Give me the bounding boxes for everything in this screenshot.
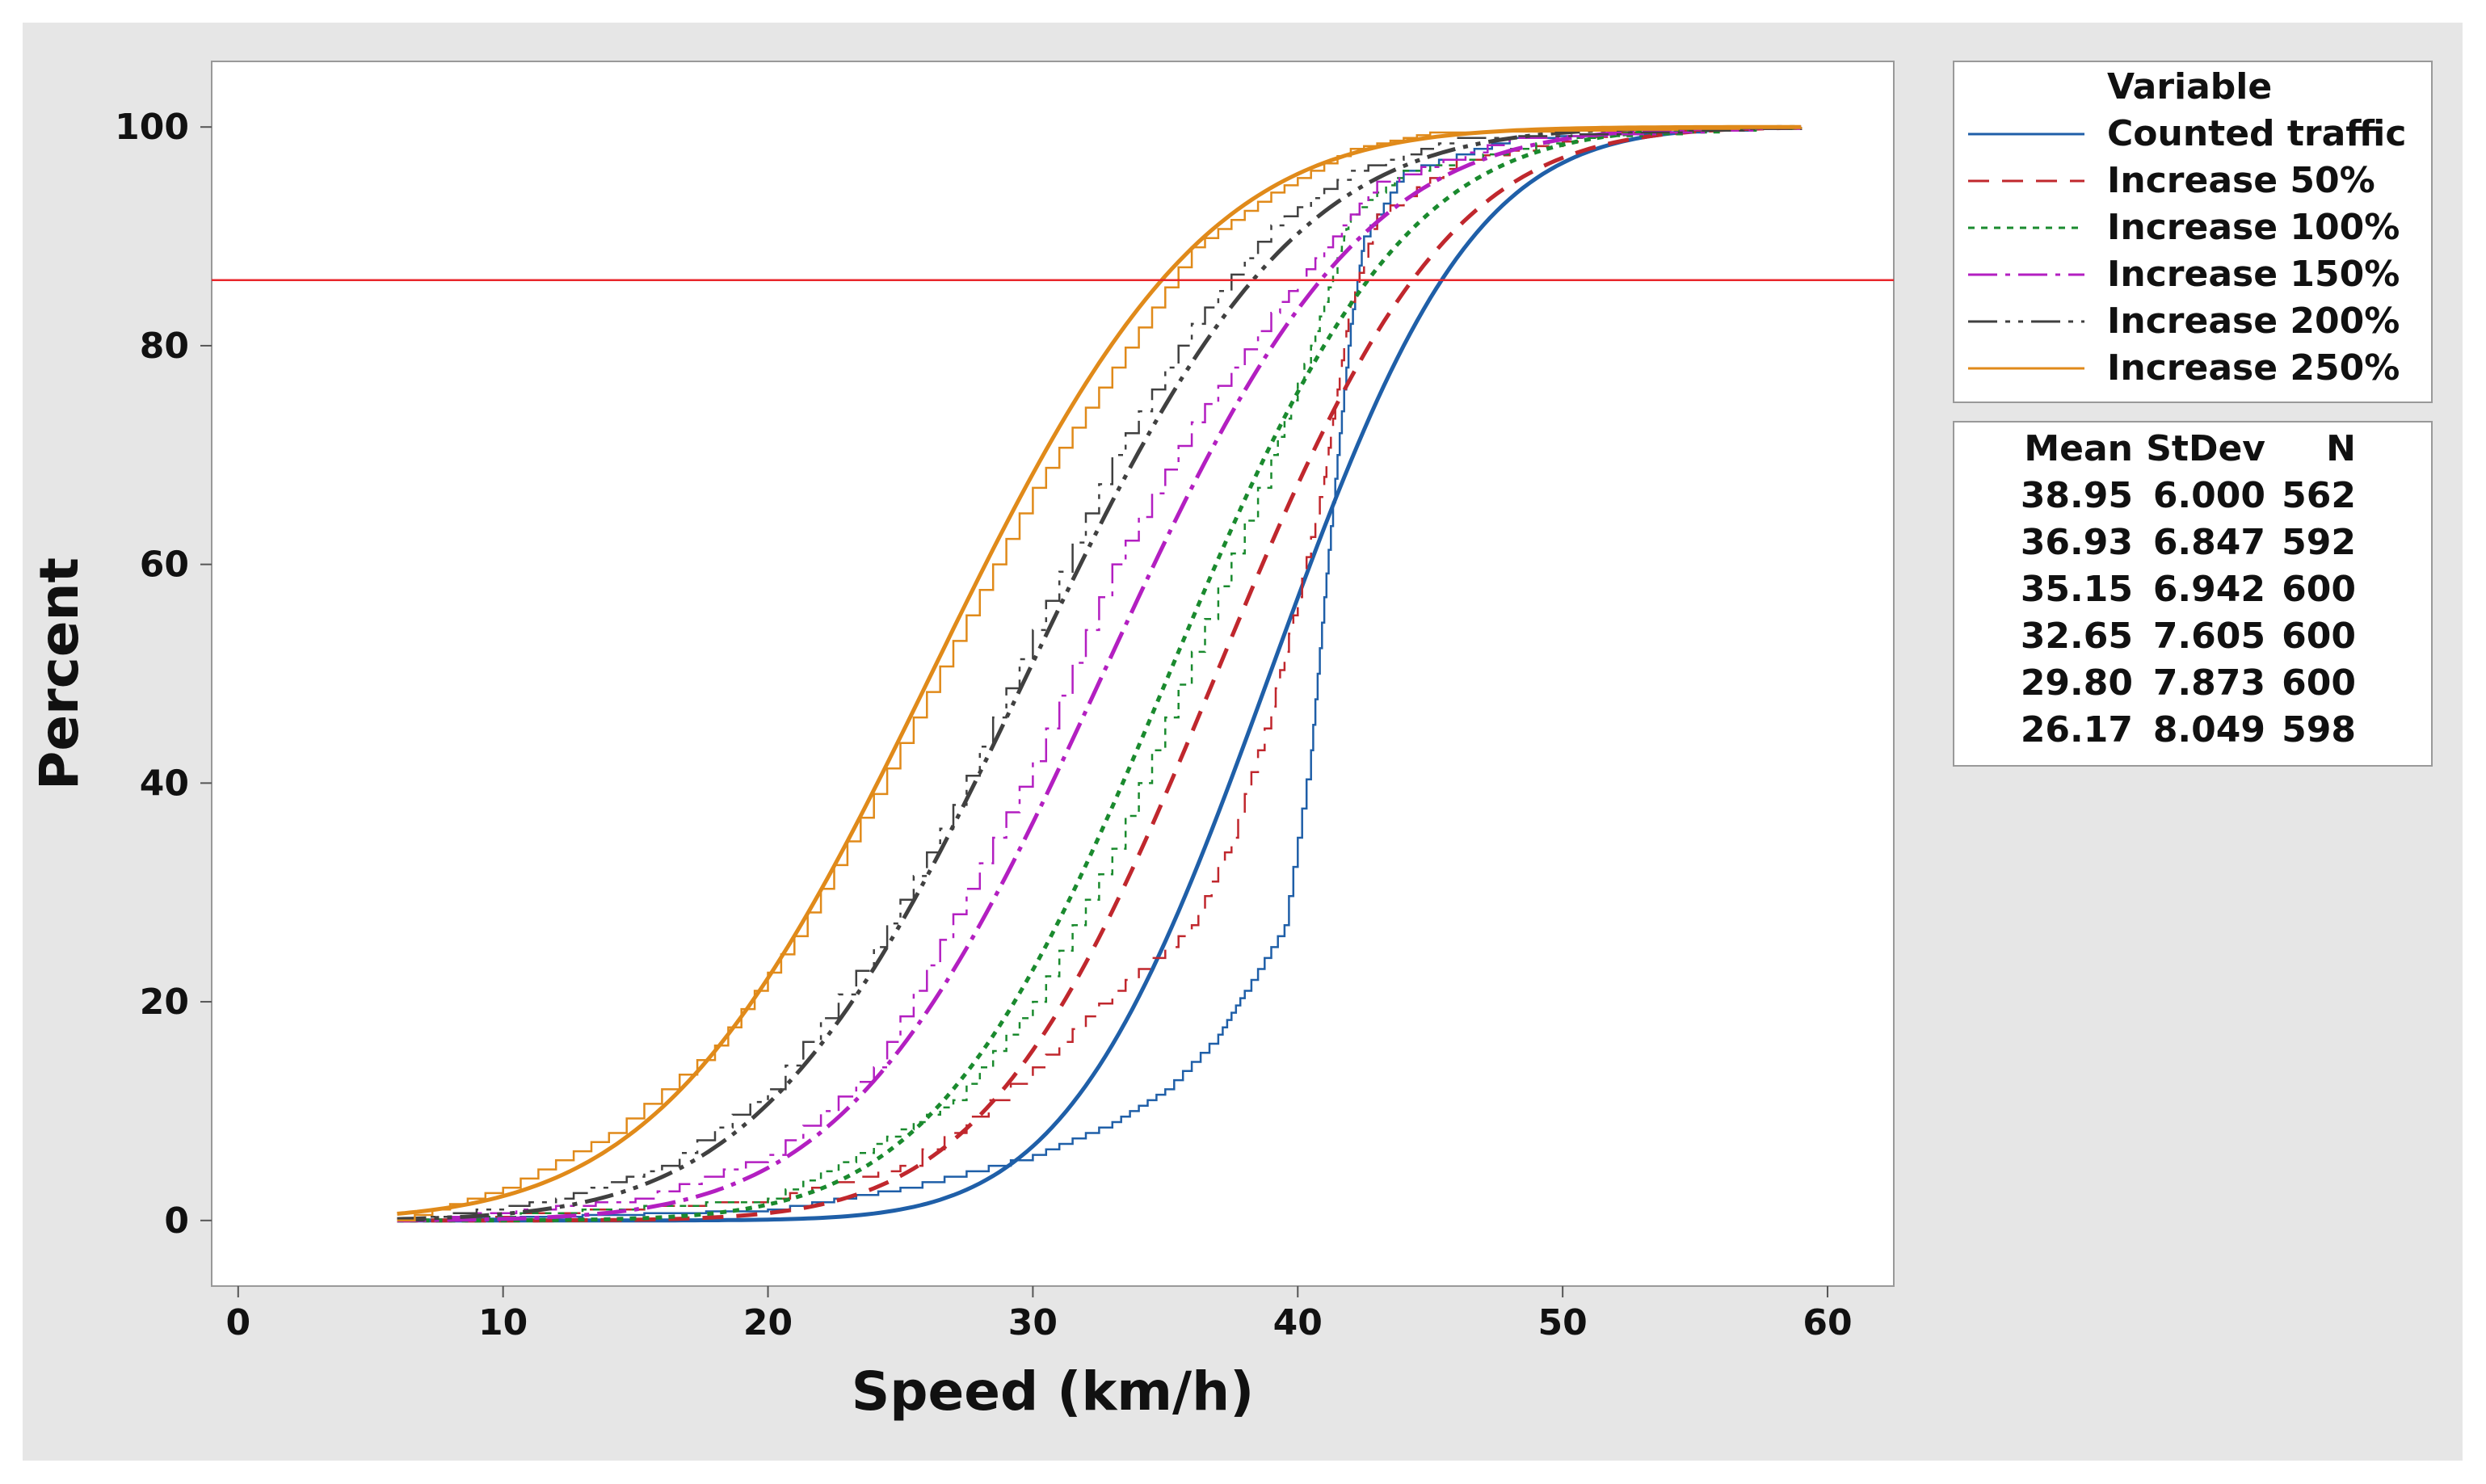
series-fit-line-2 <box>397 125 1802 1223</box>
stats-cell: 7.605 <box>2153 616 2265 657</box>
y-tick-label: 80 <box>140 326 189 367</box>
x-tick-label: 20 <box>743 1302 793 1343</box>
legend-frame <box>1953 61 2433 403</box>
x-tick-label: 10 <box>478 1302 528 1343</box>
stats-table: Mean StDev N 38.95 6.000 562 36.93 6.847 592 35.1… <box>1953 421 2433 767</box>
stats-cell: 29.80 <box>2021 662 2133 704</box>
y-axis-title: Percent <box>28 557 90 790</box>
y-tick-label: 20 <box>140 982 189 1023</box>
series-fit-line-4 <box>397 125 1802 1222</box>
stats-cell: 598 <box>2282 709 2356 750</box>
legend-label-3: Increase 100% <box>2107 207 2400 248</box>
stats-rows: Mean StDev N 38.95 6.000 562 36.93 6.847 592 35.1… <box>2021 428 2356 750</box>
y-tick-label: 40 <box>140 763 189 804</box>
legend-label-4: Increase 150% <box>2107 254 2400 295</box>
stats-cell: 38.95 <box>2021 475 2133 516</box>
stats-cell: 8.049 <box>2153 709 2265 750</box>
series-empirical-line-2 <box>397 127 1802 1222</box>
legend: Variable Counted traffic Increase 50% Incr… <box>1953 61 2433 403</box>
legend-title: Variable <box>2107 66 2272 107</box>
stats-header-mean: Mean <box>2024 428 2133 469</box>
series-fit-line-6 <box>397 124 1802 1216</box>
stats-cell: 592 <box>2282 522 2356 563</box>
series-fit-line-5 <box>397 124 1802 1221</box>
y-tick-label: 60 <box>140 544 189 586</box>
series-fit-line-3 <box>397 125 1802 1223</box>
series-group <box>397 124 1802 1223</box>
stats-cell: 7.873 <box>2153 662 2265 704</box>
stats-cell: 26.17 <box>2021 709 2133 750</box>
legend-label-2: Increase 50% <box>2107 160 2375 201</box>
stats-cell: 35.15 <box>2021 569 2133 610</box>
stats-header-n: N <box>2326 428 2356 469</box>
y-tick-label: 0 <box>164 1200 189 1242</box>
plot-area <box>211 61 1895 1287</box>
stats-cell: 562 <box>2282 475 2356 516</box>
series-empirical-line-4 <box>397 127 1802 1222</box>
legend-label-5: Increase 200% <box>2107 301 2400 342</box>
x-tick-label: 0 <box>225 1302 250 1343</box>
stats-cell: 6.000 <box>2153 475 2265 516</box>
y-tick-label: 100 <box>115 107 189 148</box>
x-axis-title: Speed (km/h) <box>852 1360 1255 1423</box>
stats-header-stdev: StDev <box>2146 428 2265 469</box>
x-axis: 0 10 20 30 40 50 60 <box>225 1286 1853 1343</box>
x-tick-label: 60 <box>1802 1302 1852 1343</box>
legend-label-1: Counted traffic <box>2107 113 2406 154</box>
x-tick-label: 30 <box>1008 1302 1058 1343</box>
legend-label-6: Increase 250% <box>2107 347 2400 389</box>
y-axis: 0 20 40 60 80 100 <box>115 107 212 1242</box>
series-empirical-line-3 <box>397 127 1802 1222</box>
series-empirical-line-6 <box>397 127 1802 1222</box>
stats-cell: 36.93 <box>2021 522 2133 563</box>
stats-cell: 600 <box>2282 569 2356 610</box>
x-tick-label: 40 <box>1273 1302 1323 1343</box>
stats-cell: 600 <box>2282 662 2356 704</box>
stats-frame <box>1953 421 2433 767</box>
stats-cell: 600 <box>2282 616 2356 657</box>
series-empirical-line-5 <box>397 127 1802 1222</box>
stats-cell: 32.65 <box>2021 616 2133 657</box>
stats-cell: 6.942 <box>2153 569 2265 610</box>
legend-entries: Counted traffic Increase 50% Increase 100%… <box>1968 113 2406 389</box>
stats-cell: 6.847 <box>2153 522 2265 563</box>
x-tick-label: 50 <box>1538 1302 1588 1343</box>
